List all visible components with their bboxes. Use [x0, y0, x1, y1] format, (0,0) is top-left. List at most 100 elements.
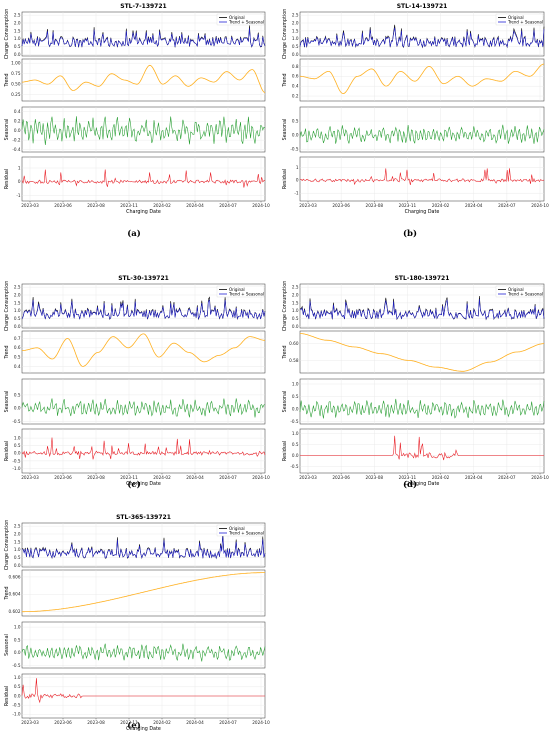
y-tick-label: 0.6 — [14, 345, 21, 350]
row-seasonal: -0.5 0.0 0.5 Seasonal — [4, 378, 266, 425]
x-tick-label: 2024-07 — [219, 203, 237, 208]
row-charge: 0.0 0.5 1.0 1.5 2.0 2.5 Charge Consumption Orig… — [282, 281, 545, 331]
y-tick-label: -1 — [294, 191, 299, 196]
legend-box — [495, 13, 544, 26]
x-tick-label: 2023-08 — [87, 720, 105, 725]
x-tick-label: 2024-07 — [219, 475, 237, 480]
y-axis-label: Seasonal — [282, 119, 288, 141]
y-tick-label: -0.5 — [12, 663, 21, 668]
y-tick-label: 0.0 — [14, 693, 21, 698]
y-tick-label: 0.60 — [289, 341, 299, 346]
y-tick-label: 0.2 — [292, 93, 299, 98]
y-tick-label: 1.0 — [14, 547, 21, 552]
y-tick-label: 0.5 — [14, 684, 21, 689]
y-tick-label: 0.0 — [292, 52, 299, 57]
seasonal-line — [21, 643, 266, 662]
trend-axes — [299, 330, 545, 374]
panel-label: (a) — [127, 228, 141, 239]
y-tick-label: 0.75 — [11, 71, 21, 76]
x-tick-label: 2023-06 — [54, 203, 72, 208]
legend-label-trend-seasonal: Trend + Seasonal — [507, 291, 543, 296]
y-axis-label: Seasonal — [282, 391, 288, 413]
x-tick-label: 2024-04 — [465, 475, 483, 480]
y-tick-label: 1.00 — [11, 61, 21, 66]
row-trend: 0.602 0.604 0.606 Trend — [4, 569, 266, 617]
y-axis-label: Trend — [282, 73, 288, 87]
y-tick-label: 1.5 — [292, 300, 299, 305]
y-tick-label: 0.5 — [14, 637, 21, 642]
trend-line — [22, 333, 265, 367]
y-tick-label: 0.0 — [292, 324, 299, 329]
y-axis-label: Residual — [282, 441, 288, 461]
y-tick-label: 2.5 — [292, 285, 299, 290]
seasonal-axes — [299, 378, 545, 425]
y-axis-label: Seasonal — [4, 119, 10, 141]
y-tick-label: 1 — [18, 165, 21, 170]
y-tick-label: 2.5 — [14, 13, 21, 18]
legend-label-trend-seasonal: Trend + Seasonal — [228, 530, 264, 535]
y-tick-label: 1.0 — [292, 431, 299, 436]
row-seasonal: -0.5 0.0 0.5 Seasonal — [282, 106, 545, 153]
x-tick-label: 2024-10 — [252, 203, 270, 208]
x-tick-label: 2023-06 — [332, 203, 350, 208]
y-tick-label: 0.5 — [14, 316, 21, 321]
y-axis-label: Residual — [4, 169, 10, 189]
chart-2: STL-14-139721 0.0 0.5 1.0 1.5 2.0 2.5 Charge Co… — [282, 3, 549, 239]
x-tick-label: 2023-08 — [87, 203, 105, 208]
y-tick-label: 0.25 — [11, 92, 21, 97]
x-tick-label: 2024-10 — [531, 475, 549, 480]
x-tick-label: 2023-11 — [120, 720, 138, 725]
y-axis-label: Trend — [4, 345, 10, 359]
y-tick-label: 0.5 — [14, 443, 21, 448]
y-tick-label: 0 — [18, 179, 21, 184]
y-tick-label: 0.0 — [292, 133, 299, 138]
y-tick-label: -1 — [16, 193, 21, 198]
residual-axes — [299, 428, 545, 474]
trend-seasonal-line — [21, 28, 266, 48]
x-tick-label: 2024-02 — [432, 475, 450, 480]
y-tick-label: -0.5 — [290, 147, 299, 152]
trend-line — [22, 572, 265, 613]
legend-box — [216, 524, 265, 537]
x-tick-label: 2023-03 — [21, 203, 39, 208]
x-tick-label: 2024-10 — [252, 475, 270, 480]
trend-seasonal-line — [21, 299, 266, 320]
x-tick-label: 2024-07 — [498, 475, 516, 480]
row-charge: 0.0 0.5 1.0 1.5 2.0 2.5 Charge Consumption Orig… — [4, 520, 266, 570]
residual-axes — [21, 428, 266, 474]
trend-line — [22, 64, 266, 93]
y-tick-label: 0.5 — [14, 44, 21, 49]
x-tick-label: 2023-06 — [332, 475, 350, 480]
y-tick-label: 1.0 — [292, 308, 299, 313]
y-tick-label: 0.0 — [14, 451, 21, 456]
x-axis-label: Charging Date — [405, 209, 440, 215]
y-tick-label: 0.5 — [292, 442, 299, 447]
y-tick-label: 0.4 — [14, 109, 21, 114]
y-tick-label: 0.5 — [292, 394, 299, 399]
y-tick-label: 0.606 — [9, 574, 21, 579]
y-tick-label: 0.4 — [14, 364, 21, 369]
y-tick-label: 0.7 — [14, 336, 21, 341]
chart-title: STL-30-139721 — [118, 275, 169, 282]
y-tick-label: 1.0 — [14, 36, 21, 41]
legend-box — [495, 285, 544, 298]
x-tick-label: 2023-11 — [399, 203, 417, 208]
x-axis-label: Charging Date — [126, 726, 161, 732]
y-tick-label: 2.0 — [292, 292, 299, 297]
y-tick-label: 1 — [296, 165, 299, 170]
x-tick-label: 2024-04 — [186, 475, 204, 480]
x-axis-label: Charging Date — [126, 481, 161, 487]
y-tick-label: -0.4 — [12, 147, 21, 152]
y-tick-label: 2.5 — [14, 524, 21, 529]
y-tick-label: 0.5 — [14, 555, 21, 560]
trend-axes — [299, 58, 545, 102]
y-tick-label: 0.0 — [14, 650, 21, 655]
trend-axes — [21, 58, 266, 102]
y-tick-label: 0 — [296, 178, 299, 183]
y-tick-label: 0.0 — [14, 52, 21, 57]
y-tick-label: 1.0 — [292, 381, 299, 386]
x-tick-label: 2024-10 — [252, 720, 270, 725]
chart-5: STL-365-139721 0.0 0.5 1.0 1.5 2.0 2.5 Charge C… — [4, 514, 270, 732]
residual-line — [21, 169, 266, 188]
